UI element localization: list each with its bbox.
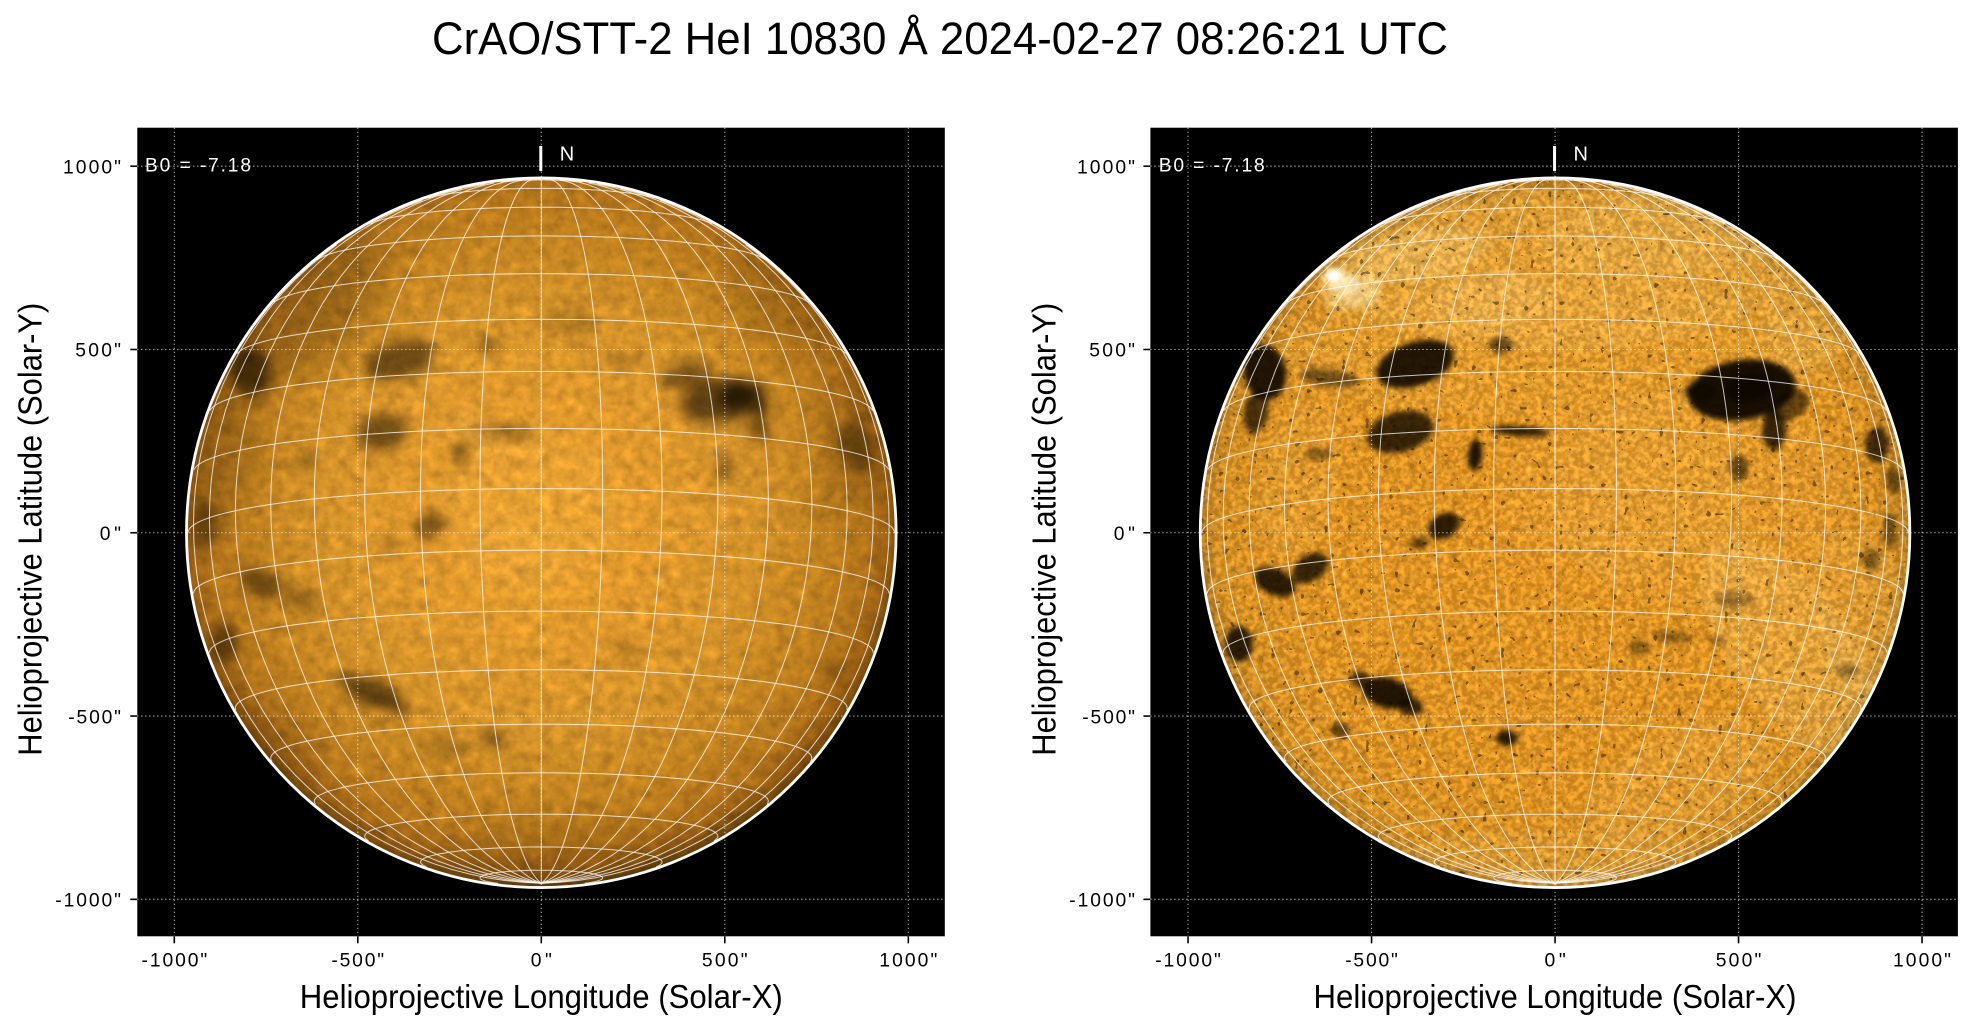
svg-text:CrAO/STT-2 HeI 10830 Å 2024-02: CrAO/STT-2 HeI 10830 Å 2024-02-27 08:26:… — [432, 13, 1448, 64]
svg-text:0": 0" — [531, 950, 552, 971]
svg-text:500": 500" — [702, 950, 748, 971]
svg-text:500": 500" — [1716, 950, 1762, 971]
svg-text:-500": -500" — [331, 950, 384, 971]
svg-text:1000": 1000" — [879, 950, 937, 971]
svg-text:500": 500" — [75, 341, 121, 362]
svg-text:N: N — [1574, 144, 1588, 166]
svg-text:500": 500" — [1089, 341, 1135, 362]
svg-text:Helioprojective Latitude (Sola: Helioprojective Latitude (Solar-Y) — [1026, 303, 1064, 756]
svg-text:-1000": -1000" — [142, 950, 208, 971]
svg-text:1000": 1000" — [1893, 950, 1951, 971]
svg-text:0": 0" — [1114, 524, 1135, 545]
svg-text:-1000": -1000" — [1069, 891, 1135, 912]
svg-text:N: N — [560, 144, 574, 166]
svg-text:0": 0" — [1545, 950, 1566, 971]
svg-text:-1000": -1000" — [1155, 950, 1221, 971]
svg-text:-1000": -1000" — [55, 891, 121, 912]
svg-text:1000": 1000" — [1077, 157, 1135, 178]
svg-text:1000": 1000" — [63, 157, 121, 178]
svg-text:Helioprojective Longitude (Sol: Helioprojective Longitude (Solar-X) — [300, 978, 783, 1016]
svg-text:Helioprojective Latitude (Sola: Helioprojective Latitude (Solar-Y) — [12, 303, 50, 756]
svg-text:-500": -500" — [1345, 950, 1398, 971]
svg-text:-500": -500" — [1082, 707, 1135, 728]
svg-text:-500": -500" — [68, 707, 121, 728]
svg-text:Helioprojective Longitude (Sol: Helioprojective Longitude (Solar-X) — [1314, 978, 1797, 1016]
svg-text:0": 0" — [100, 524, 121, 545]
